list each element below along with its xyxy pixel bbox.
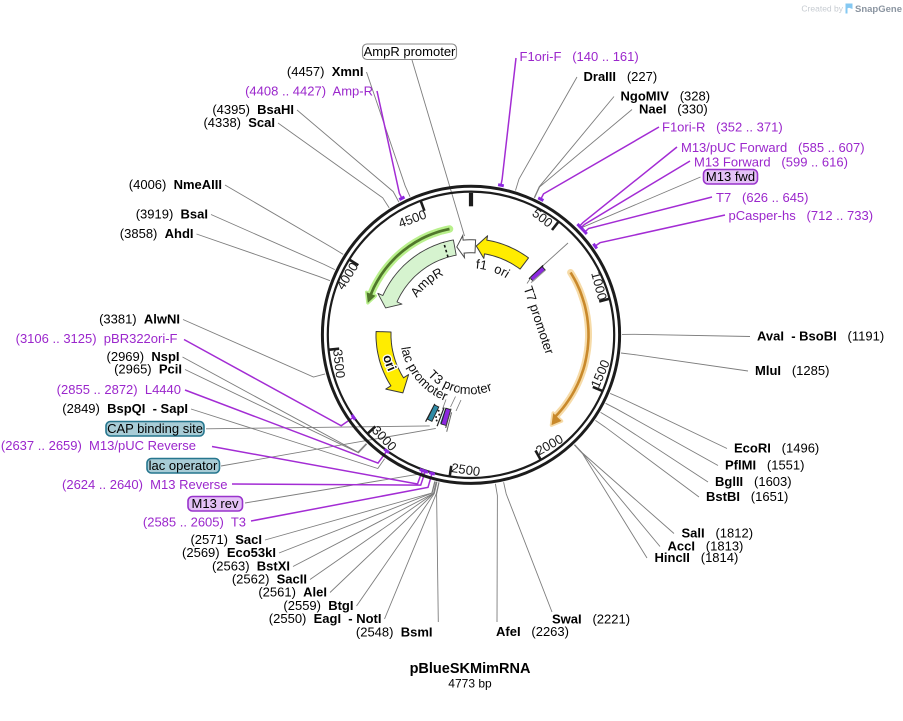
svg-text:EcoRI (1496): EcoRI (1496) — [734, 441, 819, 456]
svg-text:4773 bp: 4773 bp — [448, 677, 492, 691]
svg-text:BglII (1603): BglII (1603) — [715, 474, 792, 489]
svg-text:ori: ori — [380, 353, 399, 373]
svg-text:(2563) BstXI: (2563) BstXI — [212, 559, 290, 574]
svg-text:M13/pUC Forward (585 .. 607): M13/pUC Forward (585 .. 607) — [681, 140, 865, 155]
svg-text:2500: 2500 — [450, 460, 481, 479]
svg-text:HincII (1814): HincII (1814) — [655, 550, 739, 565]
svg-text:(3381) AlwNI: (3381) AlwNI — [99, 312, 180, 327]
svg-text:M13 fwd: M13 fwd — [706, 169, 755, 184]
svg-text:(2571) SacI: (2571) SacI — [190, 532, 262, 547]
svg-text:SwaI (2221): SwaI (2221) — [552, 612, 630, 627]
svg-text:NaeI (330): NaeI (330) — [639, 102, 708, 117]
svg-text:(2624 .. 2640) M13 Reverse: (2624 .. 2640) M13 Reverse — [62, 477, 227, 492]
svg-text:(2561) AleI: (2561) AleI — [258, 585, 327, 600]
svg-text:M13 rev: M13 rev — [192, 496, 239, 511]
svg-text:(2562) SacII: (2562) SacII — [232, 572, 307, 587]
svg-text:(2965) PciI: (2965) PciI — [114, 362, 182, 377]
svg-text:(2550) EagI - NotI: (2550) EagI - NotI — [269, 611, 382, 626]
svg-text:DraIII (227): DraIII (227) — [584, 69, 658, 84]
svg-text:T7 (626 .. 645): T7 (626 .. 645) — [716, 190, 809, 205]
svg-text:SalI (1812): SalI (1812) — [682, 526, 754, 541]
svg-text:F1ori-F (140 .. 161): F1ori-F (140 .. 161) — [520, 49, 639, 64]
svg-text:(3858) AhdI: (3858) AhdI — [120, 226, 194, 241]
svg-text:(4408 .. 4427) Amp-R: (4408 .. 4427) Amp-R — [245, 84, 373, 99]
svg-text:(4006) NmeAIII: (4006) NmeAIII — [129, 177, 222, 192]
svg-text:PflMI (1551): PflMI (1551) — [725, 458, 804, 473]
svg-text:(2637 .. 2659) M13/pUC Revers: (2637 .. 2659) M13/pUC Reverse — [1, 438, 196, 453]
svg-text:Created by: Created by — [801, 4, 843, 14]
svg-text:pCasper-hs (712 .. 733): pCasper-hs (712 .. 733) — [729, 208, 874, 223]
svg-text:(2559) BtgI: (2559) BtgI — [283, 598, 353, 613]
svg-text:NgoMIV (328): NgoMIV (328) — [621, 89, 711, 104]
svg-text:(3106 .. 3125) pBR322ori-F: (3106 .. 3125) pBR322ori-F — [16, 331, 178, 346]
svg-text:(2585 .. 2605) T3: (2585 .. 2605) T3 — [143, 515, 246, 530]
svg-text:(2969) NspI: (2969) NspI — [107, 349, 180, 364]
svg-text:AfeI (2263): AfeI (2263) — [496, 624, 569, 639]
svg-text:CAP binding site: CAP binding site — [107, 421, 203, 436]
svg-text:(3919) BsaI: (3919) BsaI — [136, 207, 208, 222]
svg-text:(2548) BsmI: (2548) BsmI — [356, 625, 433, 640]
svg-text:SnapGene: SnapGene — [855, 4, 902, 15]
svg-text:BstBI (1651): BstBI (1651) — [706, 489, 788, 504]
svg-text:(2855 .. 2872) L4440: (2855 .. 2872) L4440 — [57, 382, 181, 397]
svg-text:M13 Forward (599 .. 616): M13 Forward (599 .. 616) — [694, 155, 848, 170]
svg-text:pBlueSKMimRNA: pBlueSKMimRNA — [410, 661, 531, 677]
svg-text:F1ori-R (352 .. 371): F1ori-R (352 .. 371) — [662, 120, 783, 135]
svg-text:AccI (1813): AccI (1813) — [668, 539, 744, 554]
svg-text:(4457) XmnI: (4457) XmnI — [287, 64, 364, 79]
svg-text:AmpR promoter: AmpR promoter — [364, 44, 456, 59]
svg-text:lac operator: lac operator — [149, 458, 218, 473]
svg-text:AvaI - BsoBI (1191): AvaI - BsoBI (1191) — [757, 329, 884, 344]
svg-text:3500: 3500 — [330, 349, 348, 379]
svg-text:(4338) ScaI: (4338) ScaI — [203, 115, 275, 130]
svg-text:(2569) Eco53kI: (2569) Eco53kI — [182, 545, 276, 560]
svg-text:(2849) BspQI - SapI: (2849) BspQI - SapI — [62, 401, 188, 416]
svg-text:MluI (1285): MluI (1285) — [755, 363, 829, 378]
svg-text:(4395) BsaHI: (4395) BsaHI — [212, 102, 294, 117]
svg-text:1000: 1000 — [588, 270, 610, 302]
